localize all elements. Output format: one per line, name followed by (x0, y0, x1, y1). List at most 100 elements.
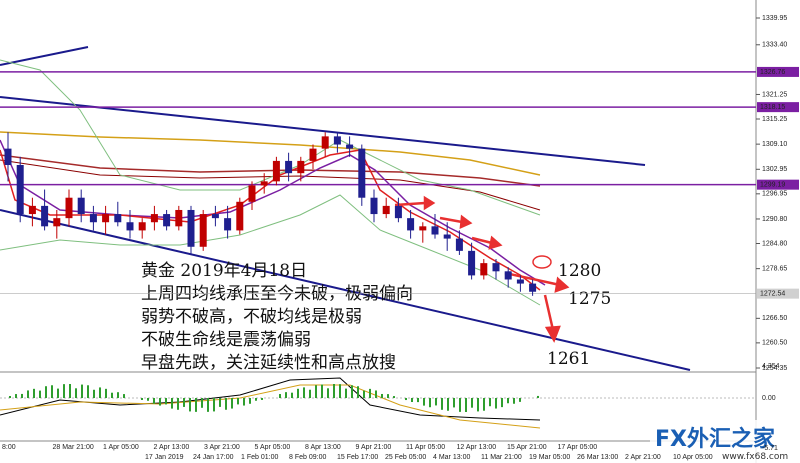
candle-body (407, 218, 415, 231)
trend-line (0, 46, 89, 66)
y-tick-label: 1339.95 (762, 15, 787, 22)
candle-body (224, 218, 232, 231)
candle-body (431, 226, 439, 235)
candle-body (41, 205, 49, 227)
candle-body (516, 279, 524, 284)
price-note: 1280 (558, 261, 601, 281)
candle-body (65, 197, 73, 219)
candle-body (297, 160, 305, 174)
candle-body (370, 197, 378, 215)
candle-body (492, 263, 500, 272)
candle-body (455, 238, 463, 251)
bollinger-band (0, 194, 541, 306)
candle-body (187, 209, 195, 247)
candle-body (346, 144, 354, 149)
y-tick-label: 1321.25 (762, 91, 787, 98)
level-box (757, 102, 799, 113)
x-label: 28 Mar 21:00 (53, 444, 94, 451)
level-label: 1272.54 (760, 290, 785, 297)
x-label: 8:00 (2, 444, 16, 451)
y-tick-label: 1309.10 (762, 141, 787, 148)
candle-body (272, 160, 280, 182)
y-tick-label: 1254.35 (762, 365, 787, 372)
indicator-histogram (9, 384, 539, 412)
candle-body (199, 214, 207, 247)
x-label: 17 Apr 05:00 (558, 444, 598, 451)
logo: FX外汇之家 (655, 426, 776, 452)
candle-body (333, 136, 341, 145)
x-label: 2 Apr 13:00 (154, 444, 190, 451)
annotation: 上周四均线承压至今未破，极弱偏向 (141, 284, 413, 304)
annotation: 不破生命线是震荡偏弱 (141, 330, 311, 350)
level-box (757, 179, 799, 190)
x-label: 15 Feb 17:00 (337, 454, 378, 461)
x-label: 4 Mar 13:00 (433, 454, 470, 461)
x-label: 1 Feb 01:00 (241, 454, 278, 461)
bollinger-band (0, 59, 541, 216)
x-label: 25 Feb 05:00 (385, 454, 426, 461)
x-label: 15 Apr 21:00 (507, 444, 547, 451)
level-box (757, 288, 799, 299)
x-label: 10 Apr 05:00 (673, 454, 713, 461)
candle-body (126, 222, 134, 231)
candle-body (89, 214, 97, 223)
y-tick-label: 1302.95 (762, 166, 787, 173)
indicator-tick-label: -5.71 (762, 445, 778, 452)
trend-line (0, 209, 691, 371)
moving-average (0, 159, 541, 211)
candle-body (53, 218, 61, 227)
candle-body (529, 283, 537, 292)
level-label: 1326.76 (760, 69, 785, 76)
candle-body (382, 205, 390, 215)
candle-body (468, 250, 476, 276)
candle-body (480, 263, 488, 276)
candle-body (175, 209, 183, 227)
moving-average (0, 131, 541, 176)
x-label: 2 Apr 21:00 (625, 454, 661, 461)
level-label: 1318.15 (760, 104, 785, 111)
x-label: 26 Mar 13:00 (577, 454, 618, 461)
candle-body (321, 136, 329, 149)
y-tick-label: 1315.25 (762, 116, 787, 123)
candle-body (443, 234, 451, 239)
price-note: 1261 (547, 349, 590, 369)
moving-average (0, 149, 541, 291)
level-box (757, 66, 799, 77)
x-label: 1 Apr 05:00 (103, 444, 139, 451)
indicator-tick-label: 4.354 (762, 363, 780, 370)
logo-url: www.fx68.com (722, 452, 788, 462)
candle-body (150, 214, 158, 223)
candle-body (16, 164, 24, 215)
candle-body (163, 214, 171, 227)
candle-body (138, 222, 146, 231)
candle-body (419, 226, 427, 231)
y-tick-label: 1284.80 (762, 240, 787, 247)
x-label: 19 Mar 05:00 (529, 454, 570, 461)
x-label: 11 Apr 05:00 (406, 444, 445, 451)
logo-bg (650, 420, 800, 463)
candle-body (4, 148, 12, 165)
annotation: 早盘先跌，关注延续性和高点放搜 (141, 353, 396, 373)
x-label: 8 Apr 13:00 (305, 444, 341, 451)
y-tick-label: 1333.40 (762, 42, 787, 49)
candle-body (236, 201, 244, 231)
price-note: 1275 (568, 289, 611, 309)
x-label: 11 Mar 21:00 (481, 454, 522, 461)
candle-body (28, 205, 36, 215)
candle-body (309, 148, 317, 161)
y-tick-label: 1266.50 (762, 315, 787, 322)
candle-body (248, 185, 256, 202)
y-tick-label: 1296.95 (762, 191, 787, 198)
candle-body (285, 160, 293, 174)
candle-body (394, 205, 402, 219)
level-label: 1299.19 (760, 182, 785, 189)
x-label: 12 Apr 13:00 (457, 444, 497, 451)
x-label: 9 Apr 21:00 (356, 444, 392, 451)
x-label: 8 Feb 09:00 (289, 454, 326, 461)
x-label: 5 Apr 05:00 (255, 444, 291, 451)
annotation: 黄金 2019年4月18日 (141, 261, 307, 281)
candle-body (358, 148, 366, 198)
highlight-circle (532, 255, 552, 269)
indicator-line (0, 384, 541, 429)
